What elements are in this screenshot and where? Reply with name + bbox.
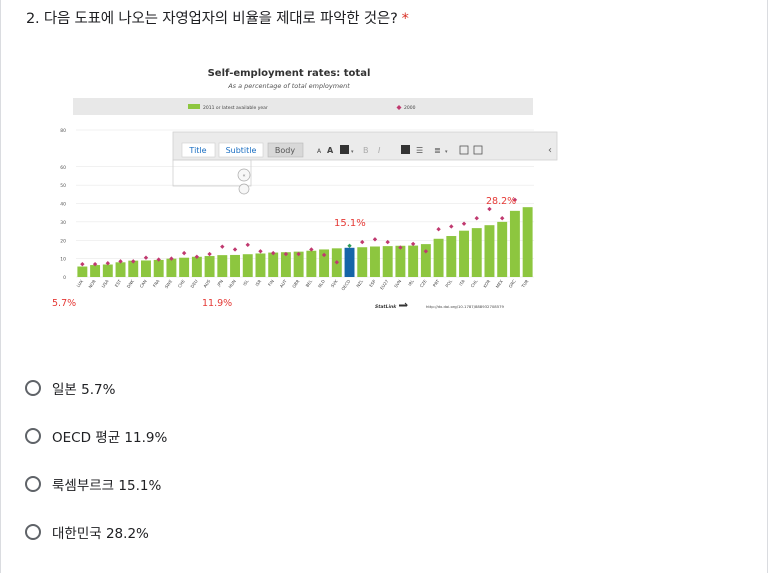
bar-fin: [268, 253, 278, 277]
option-label: 대한민국 28.2%: [52, 522, 149, 542]
toolbar-font-icon[interactable]: [401, 145, 410, 154]
option-oecd-average[interactable]: OECD 평균 11.9%: [25, 423, 167, 449]
bar-bel: [306, 251, 316, 277]
chart-title: Self-employment rates: total: [208, 68, 371, 79]
option-label: OECD 평균 11.9%: [52, 426, 167, 446]
chart-subtitle: As a percentage of total employment: [227, 82, 350, 90]
radio-button[interactable]: [25, 380, 41, 396]
option-label: 룩셈부르크 15.1%: [52, 474, 161, 494]
bar-swe: [166, 259, 176, 277]
bar-eu27: [383, 246, 393, 277]
bar-nzl: [357, 247, 367, 277]
bar-oecd: [345, 248, 355, 277]
annotation-label: 11.9%: [202, 298, 232, 309]
toolbar-body-label: Body: [275, 146, 295, 155]
bar-usa: [103, 265, 113, 277]
radio-button[interactable]: [25, 524, 41, 540]
chart-figure: Self-employment rates: total As a percen…: [43, 52, 559, 322]
bar-isl: [243, 254, 253, 277]
legend-marker-label: 2000: [404, 105, 416, 111]
y-tick-label: 40: [60, 202, 66, 208]
radio-button[interactable]: [25, 428, 41, 444]
bar-isr: [256, 253, 266, 277]
option-luxembourg[interactable]: 룩셈부르크 15.1%: [25, 471, 161, 497]
legend-bar-swatch: [188, 104, 200, 109]
bar-aus: [205, 256, 215, 277]
bar-esp: [370, 246, 380, 277]
toolbar-color-icon[interactable]: [340, 145, 349, 154]
y-tick-label: 60: [60, 165, 66, 171]
drag-handle[interactable]: [239, 184, 249, 194]
bar-can: [141, 260, 151, 277]
toolbar-list-icon[interactable]: ☰: [416, 146, 423, 155]
option-korea[interactable]: 대한민국 28.2%: [25, 519, 149, 545]
annotation-label: 15.1%: [334, 218, 366, 229]
bar-cze: [421, 244, 431, 277]
bar-est: [116, 262, 126, 277]
toolbar-subtitle-label: Subtitle: [226, 146, 257, 155]
toolbar-title-label: Title: [188, 146, 206, 155]
bar-pol: [446, 236, 456, 277]
required-asterisk: *: [402, 11, 409, 27]
toolbar-align-icon[interactable]: ≣: [434, 146, 441, 155]
y-tick-label: 50: [60, 183, 66, 189]
bar-ita: [459, 231, 469, 277]
y-tick-label: 80: [60, 128, 66, 134]
bar-tur: [523, 207, 533, 277]
bar-prt: [434, 239, 444, 277]
annotation-label: 28.2%: [486, 196, 516, 207]
option-japan[interactable]: 일본 5.7%: [25, 375, 115, 401]
toolbar-expand-icon[interactable]: ‹: [548, 145, 552, 156]
bar-nor: [90, 265, 100, 277]
question-text: 2. 다음 도표에 나오는 자영업자의 비율을 제대로 파악한 것은?: [26, 11, 398, 27]
bar-chl: [472, 228, 482, 277]
bar-irl: [408, 246, 418, 277]
legend-bar-label: 2011 or latest available year: [203, 105, 268, 111]
resize-handle-icon: «: [242, 173, 245, 179]
annotation-label: 5.7%: [52, 298, 76, 309]
bar-lux: [77, 267, 87, 277]
y-tick-label: 20: [60, 238, 66, 244]
y-tick-label: 0: [63, 275, 66, 281]
bar-deu: [192, 257, 202, 277]
bar-fra: [154, 260, 164, 277]
y-tick-label: 30: [60, 220, 66, 226]
bar-che: [179, 258, 189, 277]
toolbar-bold-button[interactable]: B: [363, 146, 369, 155]
radio-button[interactable]: [25, 476, 41, 492]
y-tick-label: 10: [60, 257, 66, 263]
bar-mex: [497, 222, 507, 277]
legend-bar: [73, 98, 533, 115]
option-label: 일본 5.7%: [52, 378, 115, 398]
toolbar-size-large[interactable]: A: [327, 146, 334, 155]
bar-svn: [395, 246, 405, 277]
bar-jpn: [217, 255, 227, 277]
bar-grc: [510, 211, 520, 277]
bar-kor: [485, 225, 495, 277]
source-link: http://dx.doi.org/10.1787/888932708579: [426, 304, 505, 309]
statlink-logo: StatLink: [375, 304, 397, 310]
question-title: 2. 다음 도표에 나오는 자영업자의 비율을 제대로 파악한 것은? *: [26, 7, 409, 28]
bar-hun: [230, 255, 240, 277]
